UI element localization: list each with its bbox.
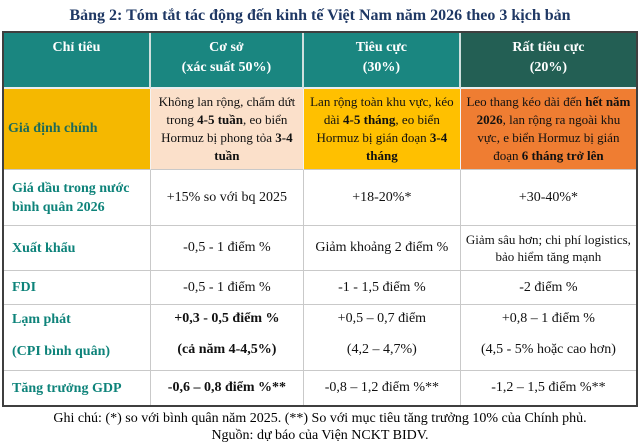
inflation-very-negative-line2: (4,5 - 5% hoặc cao hơn) (480, 342, 616, 357)
inflation-very-negative-line1: +0,8 – 1 điểm % (501, 311, 595, 326)
row-fdi: FDI -0,5 - 1 điểm % -1 - 1,5 điểm % -2 đ… (4, 271, 636, 305)
scenario-name: Cơ sở (209, 40, 244, 55)
inflation-negative-cell: +0,5 – 0,7 điểm (4,2 – 4,7%) (303, 305, 461, 371)
scenario-probability: (20%) (529, 60, 568, 75)
inflation-label-line2: (CPI bình quân) (12, 344, 111, 359)
row-label-assumptions: Giả định chính (4, 89, 151, 170)
row-label-inflation: Lạm phát (CPI bình quân) (4, 305, 151, 371)
fdi-base-cell: -0,5 - 1 điểm % (150, 271, 304, 305)
row-exports: Xuất khẩu -0,5 - 1 điểm % Giảm khoảng 2 … (4, 226, 636, 271)
impact-table: Chỉ tiêu Cơ sở (xác suất 50%) Tiêu cực (… (2, 31, 638, 407)
row-label-gdp-growth: Tăng trưởng GDP (4, 371, 151, 405)
row-label-exports: Xuất khẩu (4, 226, 151, 271)
header-cell-negative-scenario: Tiêu cực (30%) (303, 33, 461, 89)
scenario-name: Rất tiêu cực (512, 40, 585, 55)
inflation-negative-line1: +0,5 – 0,7 điểm (337, 311, 427, 326)
gdp-base-cell: -0,6 – 0,8 điểm %** (150, 371, 304, 405)
row-inflation: Lạm phát (CPI bình quân) +0,3 - 0,5 điểm… (4, 305, 636, 371)
oil-price-base-cell: +15% so với bq 2025 (150, 170, 304, 226)
oil-price-negative-cell: +18-20%* (303, 170, 461, 226)
scenario-probability: (xác suất 50%) (181, 60, 272, 75)
inflation-negative-line2: (4,2 – 4,7%) (346, 342, 417, 357)
assumption-negative-cell: Lan rộng toàn khu vực, kéo dài 4-5 tháng… (303, 89, 461, 170)
gdp-very-negative-cell: -1,2 – 1,5 điểm %** (460, 371, 636, 405)
header-cell-criteria: Chỉ tiêu (4, 33, 151, 89)
exports-base-cell: -0,5 - 1 điểm % (150, 226, 304, 271)
row-label-fdi: FDI (4, 271, 151, 305)
scenario-name: Tiêu cực (355, 40, 408, 55)
exports-very-negative-cell: Giảm sâu hơn; chi phí logistics, bảo hiể… (460, 226, 636, 271)
header-cell-very-negative-scenario: Rất tiêu cực (20%) (460, 33, 636, 89)
row-oil-price: Giá dầu trong nước bình quân 2026 +15% s… (4, 170, 636, 226)
exports-negative-cell: Giảm khoảng 2 điểm % (303, 226, 461, 271)
scenario-probability: (30%) (362, 60, 401, 75)
footnotes: Ghi chú: (*) so với bình quân năm 2025. … (0, 410, 640, 444)
table-title: Bảng 2: Tóm tắt tác động đến kinh tế Việ… (69, 7, 571, 24)
header-row: Chỉ tiêu Cơ sở (xác suất 50%) Tiêu cực (… (4, 33, 636, 89)
footnote-note: Ghi chú: (*) so với bình quân năm 2025. … (53, 411, 587, 426)
inflation-base-line1: +0,3 - 0,5 điểm % (174, 311, 280, 326)
inflation-base-cell: +0,3 - 0,5 điểm % (cả năm 4-4,5%) (150, 305, 304, 371)
row-gdp-growth: Tăng trưởng GDP -0,6 – 0,8 điểm %** -0,8… (4, 371, 636, 405)
header-cell-base-scenario: Cơ sở (xác suất 50%) (150, 33, 304, 89)
report-page: Bảng 2: Tóm tắt tác động đến kinh tế Việ… (2, 7, 638, 443)
oil-price-very-negative-cell: +30-40%* (460, 170, 636, 226)
assumption-base-cell: Không lan rộng, chấm dứt trong 4-5 tuần,… (150, 89, 304, 170)
row-key-assumptions: Giả định chính Không lan rộng, chấm dứt … (4, 89, 636, 170)
inflation-very-negative-cell: +0,8 – 1 điểm % (4,5 - 5% hoặc cao hơn) (460, 305, 636, 371)
header-criteria-label: Chỉ tiêu (52, 40, 101, 55)
fdi-negative-cell: -1 - 1,5 điểm % (303, 271, 461, 305)
inflation-label-line1: Lạm phát (12, 312, 71, 327)
fdi-very-negative-cell: -2 điểm % (460, 271, 636, 305)
row-label-oil-price: Giá dầu trong nước bình quân 2026 (4, 170, 151, 226)
gdp-negative-cell: -0,8 – 1,2 điểm %** (303, 371, 461, 405)
footnote-source: Nguồn: dự báo của Viện NCKT BIDV. (211, 428, 429, 443)
assumption-very-negative-cell: Leo thang kéo dài đến hết năm 2026, lan … (460, 89, 636, 170)
inflation-base-line2: (cả năm 4-4,5%) (177, 342, 277, 357)
